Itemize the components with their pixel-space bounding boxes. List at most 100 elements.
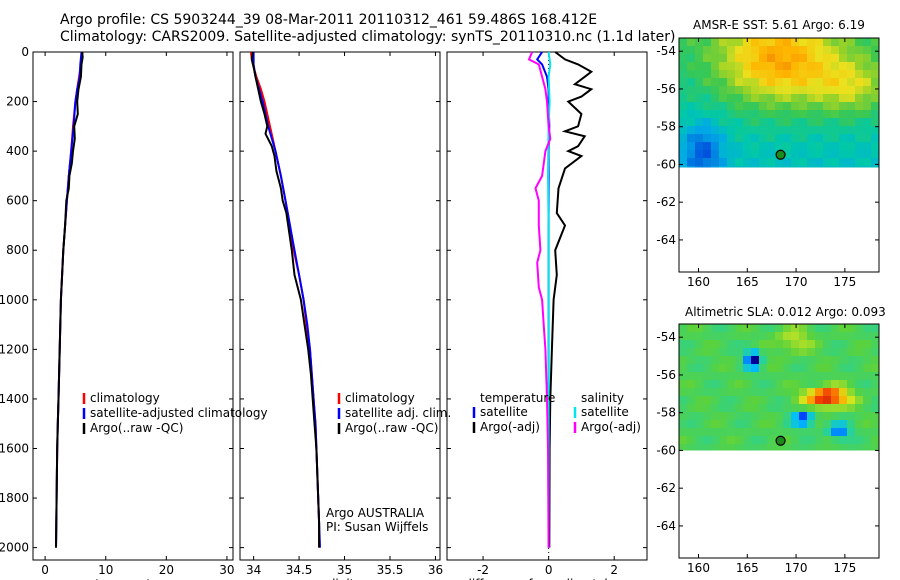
heatmap-cell — [751, 364, 760, 373]
heatmap-cell — [679, 142, 688, 151]
heatmap-cell — [695, 324, 704, 333]
heatmap-cell — [719, 412, 728, 421]
heatmap-cell — [783, 428, 792, 437]
legend-heading-temperature: temperature — [480, 391, 555, 405]
heatmap-cell — [783, 444, 792, 451]
heatmap-cell — [855, 126, 864, 135]
x-tick-label: 34.5 — [286, 563, 313, 577]
heatmap-cell — [687, 444, 696, 451]
heatmap-cell — [679, 102, 688, 111]
x-tick-label: 34 — [246, 563, 261, 577]
heatmap-cell — [751, 420, 760, 429]
heatmap-cell — [735, 102, 744, 111]
heatmap-cell — [695, 404, 704, 413]
difference-panel: -2 0 2difference from climatology — [446, 51, 648, 580]
heatmap-cell — [751, 118, 760, 127]
heatmap-cell — [743, 420, 752, 429]
heatmap-cell — [719, 78, 728, 87]
heatmap-cell — [767, 166, 776, 168]
heatmap-cell — [799, 62, 808, 71]
heatmap-cell — [831, 46, 840, 55]
heatmap-cell — [783, 380, 792, 389]
heatmap-cell — [743, 110, 752, 119]
heatmap-cell — [703, 102, 712, 111]
heatmap-cell — [743, 134, 752, 143]
heatmap-cell — [703, 54, 712, 63]
heatmap-cell — [855, 332, 864, 341]
heatmap-cell — [839, 420, 848, 429]
heatmap-cell — [823, 444, 832, 451]
heatmap-cell — [823, 356, 832, 365]
heatmap-cell — [687, 70, 696, 79]
heatmap-cell — [695, 86, 704, 95]
heatmap-cell — [767, 412, 776, 421]
heatmap-cell — [823, 142, 832, 151]
heatmap-cell — [815, 126, 824, 135]
heatmap-cell — [791, 332, 800, 341]
y-tick-label: -58 — [656, 120, 676, 134]
heatmap-cell — [695, 428, 704, 437]
heatmap-cell — [727, 70, 736, 79]
heatmap-cell — [807, 134, 816, 143]
heatmap-cell — [839, 38, 848, 47]
heatmap-cell — [759, 372, 768, 381]
heatmap-cell — [863, 420, 872, 429]
heatmap-cell — [775, 428, 784, 437]
heatmap-cell — [751, 396, 760, 405]
heatmap-cell — [687, 94, 696, 103]
heatmap-cell — [735, 46, 744, 55]
heatmap-cell — [775, 380, 784, 389]
y-tick-label: 1400 — [0, 392, 29, 406]
y-tick-label: 2000 — [0, 541, 29, 555]
heatmap-cell — [783, 38, 792, 47]
heatmap-cell — [831, 54, 840, 63]
heatmap-cell — [823, 348, 832, 357]
heatmap-cell — [807, 420, 816, 429]
heatmap-cell — [775, 444, 784, 451]
heatmap-cell — [743, 428, 752, 437]
heatmap-cell — [679, 54, 688, 63]
heatmap-cell — [679, 436, 688, 445]
heatmap-cell — [727, 102, 736, 111]
heatmap-cell — [735, 420, 744, 429]
heatmap-cell — [831, 94, 840, 103]
heatmap-cell — [743, 46, 752, 55]
heatmap-cell — [815, 86, 824, 95]
heatmap-cell — [807, 126, 816, 135]
heatmap-cell — [783, 70, 792, 79]
legend-label: satellite — [480, 405, 528, 419]
heatmap-cell — [759, 356, 768, 365]
heatmap-cell — [831, 78, 840, 87]
heatmap-cell — [719, 46, 728, 55]
heatmap-cell — [711, 134, 720, 143]
amsr_sst-map: 160 165 170 175 -64 -62 -60 -58 -56 -54 — [656, 37, 880, 289]
heatmap-cell — [711, 356, 720, 365]
heatmap-cell — [831, 404, 840, 413]
heatmap-cell — [799, 158, 808, 167]
heatmap-cell — [871, 54, 880, 63]
heatmap-cell — [687, 150, 696, 159]
heatmap-cell — [679, 348, 688, 357]
heatmap-cell — [703, 70, 712, 79]
heatmap-cell — [839, 356, 848, 365]
heatmap-cell — [871, 70, 880, 79]
heatmap-cell — [719, 70, 728, 79]
heatmap-cell — [855, 372, 864, 381]
heatmap-cell — [855, 436, 864, 445]
heatmap-cell — [783, 54, 792, 63]
heatmap-cell — [703, 78, 712, 87]
principal-investigator-label: PI: Susan Wijffels — [326, 520, 428, 534]
heatmap-cell — [711, 166, 720, 168]
heatmap-cell — [823, 94, 832, 103]
heatmap-cell — [791, 126, 800, 135]
temperature-x-axis-label: temperature — [95, 577, 170, 580]
heatmap-cell — [847, 70, 856, 79]
heatmap-cell — [759, 86, 768, 95]
x-tick-label: 35 — [337, 563, 352, 577]
heatmap-cell — [791, 356, 800, 365]
heatmap-cell — [791, 420, 800, 429]
heatmap-cell — [759, 388, 768, 397]
heatmap-cell — [791, 166, 800, 168]
heatmap-cell — [855, 380, 864, 389]
heatmap-cell — [815, 62, 824, 71]
